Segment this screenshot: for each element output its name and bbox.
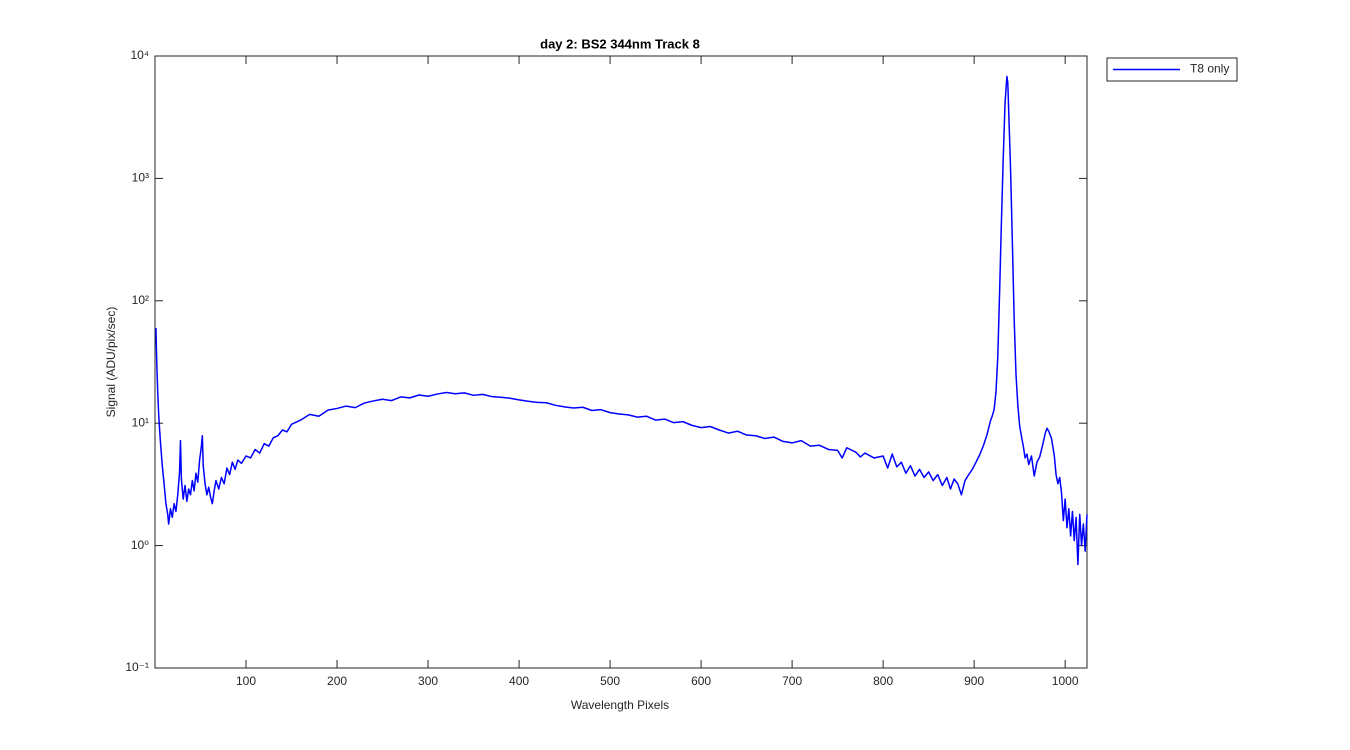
x-tick-label: 500: [600, 674, 620, 688]
x-axis-label: Wavelength Pixels: [571, 698, 669, 712]
y-tick-label: 10³: [132, 171, 149, 185]
y-tick-label: 10¹: [132, 415, 149, 429]
x-tick-label: 1000: [1052, 674, 1079, 688]
x-tick-label: 900: [964, 674, 984, 688]
y-tick-label: 10⁰: [131, 538, 149, 552]
x-tick-label: 700: [782, 674, 802, 688]
x-tick-label: 600: [691, 674, 711, 688]
chart-title: day 2: BS2 344nm Track 8: [540, 36, 700, 51]
legend-label: T8 only: [1190, 62, 1229, 76]
y-axis-label: Signal (ADU/pix/sec): [104, 307, 118, 418]
x-tick-label: 800: [873, 674, 893, 688]
x-tick-label: 400: [509, 674, 529, 688]
axes-box: [154, 55, 1088, 669]
y-tick-label: 10⁴: [130, 48, 149, 62]
x-tick-label: 300: [418, 674, 438, 688]
data-line: [155, 75, 1088, 566]
x-tick-label: 200: [327, 674, 347, 688]
x-tick-label: 100: [236, 674, 256, 688]
y-tick-label: 10⁻¹: [125, 660, 149, 674]
y-tick-label: 10²: [132, 293, 149, 307]
